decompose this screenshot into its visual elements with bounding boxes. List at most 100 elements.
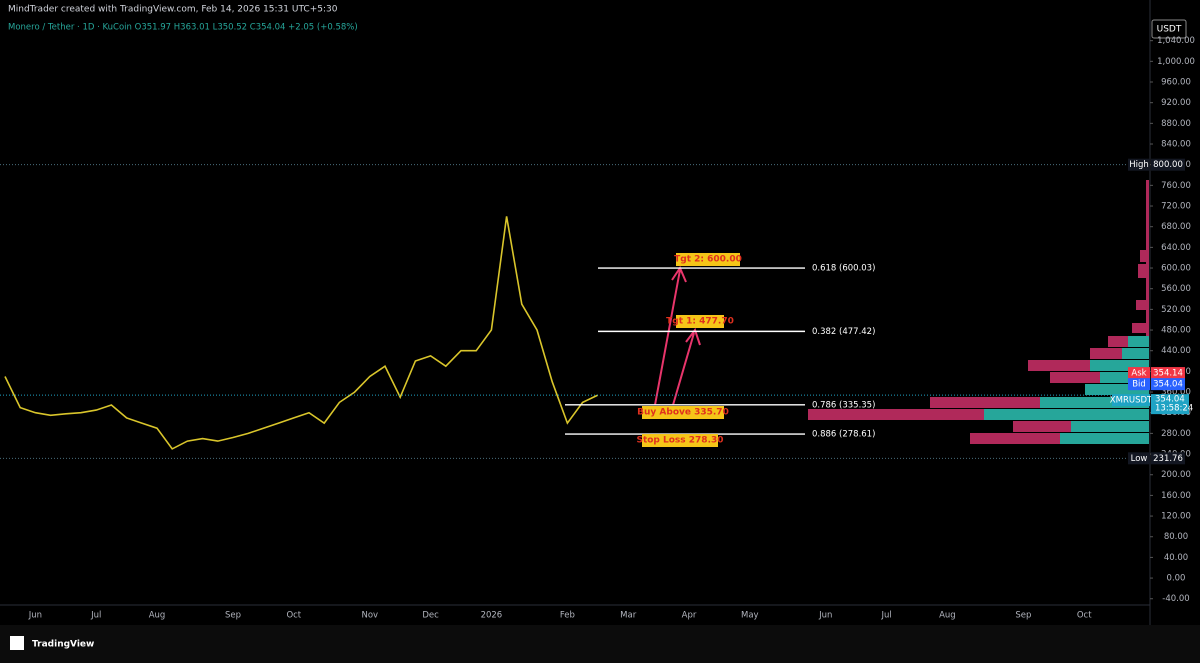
vp-bar [1028,360,1090,371]
note-text: Tgt 1: 477.70 [666,317,734,327]
x-tick-label: 2026 [481,611,503,621]
arrow [672,327,701,406]
tag-name-bg [1128,378,1150,391]
y-tick-label: 440.00 [1161,346,1191,356]
vp-bar [808,409,984,420]
tag-value: 354.04 [1155,395,1185,405]
volume-profile [808,180,1149,444]
vp-bar [1013,421,1071,432]
tag-timer: 13:58:24 [1155,404,1193,414]
x-tick-label: Aug [149,611,166,621]
y-tick-label: 880.00 [1161,119,1191,129]
y-tick-label: 360.00 [1161,388,1191,398]
y-tick-label: 200.00 [1161,470,1191,480]
vp-bar [1100,372,1149,383]
tag-name-bg [1128,158,1150,171]
vp-bar [930,397,1040,408]
x-tick-label: Jun [28,611,42,621]
level-label: 0.786 (335.35) [812,400,875,410]
vp-bar [1050,372,1100,383]
note-text: Buy Above 335.70 [637,408,729,418]
x-tick-label: Jul [90,611,101,621]
tag-value: 354.04 [1153,380,1183,390]
y-tick-label: 840.00 [1161,140,1191,150]
vp-bar [1122,348,1149,359]
vp-bar [1071,421,1149,432]
tag-bg [1151,367,1185,380]
level-label: 0.382 (477.42) [812,327,875,337]
x-tick-label: Apr [682,611,697,621]
x-tick-label: May [741,611,759,621]
logo-icon [10,636,24,650]
tag-name: XMRUSDT [1110,396,1153,406]
note-text: Stop Loss 278.30 [636,436,723,446]
y-tick-label: 80.00 [1164,532,1188,542]
x-tick-label: Sep [1015,611,1031,621]
tag-value: 231.76 [1153,454,1183,464]
y-tick-label: 480.00 [1161,326,1191,336]
y-tick-label: 560.00 [1161,284,1191,294]
vp-bar [970,433,1060,444]
currency-label: USDT [1157,25,1182,35]
tag-name: Low [1131,454,1148,464]
tag-value: 354.14 [1153,369,1183,379]
vp-bar [1060,433,1149,444]
y-tick-label: 720.00 [1161,202,1191,212]
tag-name-bg [1128,452,1150,465]
y-tick-label: 960.00 [1161,78,1191,88]
vp-bar [1136,300,1149,310]
y-tick-label: 1,000.00 [1157,57,1195,67]
tag-bg [1151,394,1189,415]
vp-bar [1108,336,1128,347]
y-tick-label: 160.00 [1161,491,1191,501]
x-tick-label: Oct [1077,611,1092,621]
tag-bg [1151,452,1185,465]
level-label: 0.618 (600.03) [812,264,875,274]
x-tick-label: Jun [818,611,832,621]
vp-bar [1140,250,1149,262]
note-text: Tgt 2: 600.00 [674,255,742,265]
symbol-info: Monero / Tether · 1D · KuCoin O351.97 H3… [8,23,358,33]
x-tick-label: Sep [225,611,241,621]
vp-bar [1090,348,1122,359]
footer [0,625,1200,663]
x-tick-label: Dec [422,611,439,621]
vp-bar [1085,384,1149,395]
level-label: 0.886 (278.61) [812,430,875,440]
tag-name-bg [1112,394,1150,407]
logo-text: TradingView [32,640,94,650]
vp-bar [1128,336,1149,347]
y-tick-label: 640.00 [1161,243,1191,253]
vp-bar [1138,264,1149,278]
y-tick-label: 600.00 [1161,264,1191,274]
y-tick-label: 280.00 [1161,429,1191,439]
y-tick-label: 760.00 [1161,181,1191,191]
vp-bar [984,409,1149,420]
vp-bar [1132,323,1149,333]
x-tick-label: Mar [620,611,637,621]
currency-button[interactable] [1151,19,1187,39]
y-tick-label: 920.00 [1161,98,1191,108]
x-tick-label: Oct [286,611,301,621]
price-line [4,216,599,450]
note-box [642,434,718,447]
tag-value: 800.00 [1153,160,1183,170]
y-tick-label: 0.00 [1167,574,1186,584]
vp-bar [1040,397,1149,408]
x-tick-label: Nov [362,611,379,621]
x-tick-label: Feb [560,611,575,621]
x-tick-label: Jul [880,611,891,621]
y-tick-label: 120.00 [1161,512,1191,522]
tag-name-bg [1128,367,1150,380]
x-tick-label: Aug [939,611,956,621]
tag-bg [1151,158,1185,171]
y-tick-label: 40.00 [1164,553,1188,563]
header-credit: MindTrader created with TradingView.com,… [8,5,338,15]
tag-bg [1151,378,1185,391]
y-tick-label: 680.00 [1161,222,1191,232]
note-box [676,315,724,328]
tag-name: Bid [1132,380,1146,390]
tag-name: Ask [1131,369,1146,379]
